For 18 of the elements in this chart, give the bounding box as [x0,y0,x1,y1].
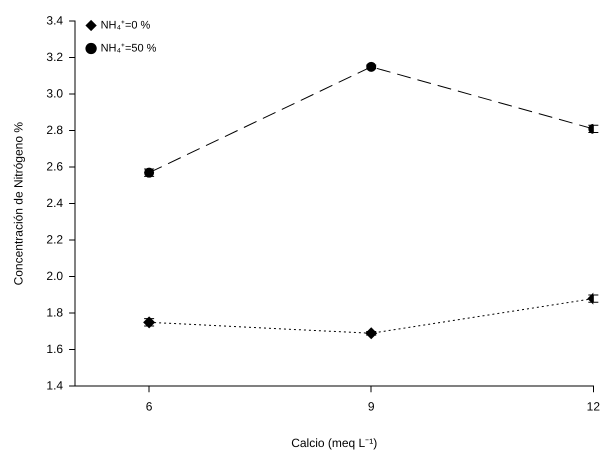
y-axis-title: Concentración de Nitrógeno % [12,122,26,286]
y-tick-label: 2.4 [46,196,64,210]
x-tick-label: 6 [146,400,153,414]
y-tick-label: 1.8 [46,306,64,320]
legend-label: NH₄⁺=0 % [100,20,151,32]
y-tick-label: 1.4 [46,378,64,393]
x-tick-label: 12 [586,400,600,414]
y-tick-label: 2.2 [46,232,64,247]
y-tick-label: 2.8 [46,123,64,138]
y-tick-label: 3.2 [46,50,64,64]
y-tick-label: 3.0 [46,86,64,101]
y-tick-label: 2.0 [46,269,64,284]
legend-label: NH₄⁺=50 % [100,42,157,55]
y-tick-label: 1.6 [46,342,64,356]
x-tick-label: 9 [368,400,375,414]
y-tick-label: 3.4 [46,14,64,28]
y-tick-label: 2.6 [46,160,64,174]
x-axis-title: Calcio (meq L⁻¹) [291,436,378,450]
